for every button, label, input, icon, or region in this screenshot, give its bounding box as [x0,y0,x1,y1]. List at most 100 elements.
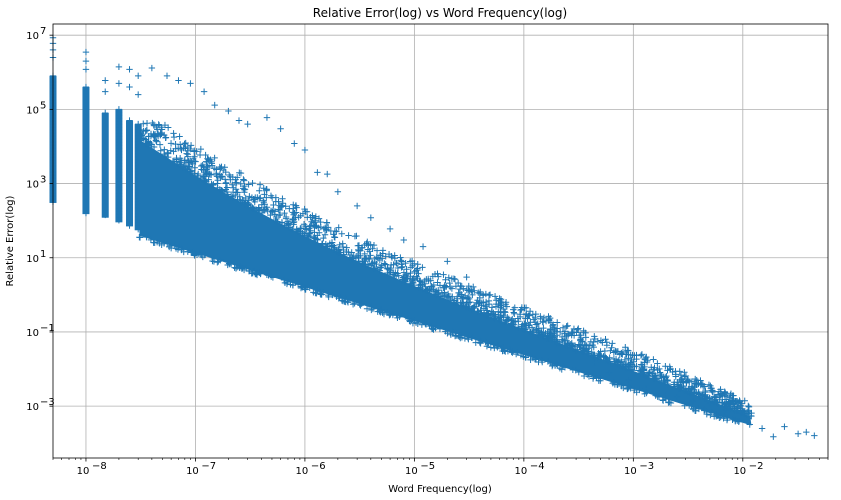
data-point [488,304,496,311]
data-point [432,290,439,298]
data-point [522,311,530,318]
data-point [600,353,607,360]
y-tick-label: 10 [26,31,39,42]
data-point [204,163,211,170]
data-point [745,402,752,410]
data-point [690,390,698,397]
data-point [625,355,632,362]
data-point [448,275,456,282]
data-point [191,147,198,154]
data-point [264,207,271,215]
data-point [320,234,327,242]
data-point [335,246,342,253]
data-point [442,276,449,283]
data-point [578,338,586,346]
data-point [408,277,416,284]
data-point [463,303,471,310]
data-point [226,260,234,268]
data-point [402,271,409,279]
data-point [691,407,699,414]
data-point [228,260,235,267]
data-point [594,338,602,345]
data-point [501,308,508,315]
data-point [209,181,217,189]
data-point [150,121,158,128]
data-point [414,266,421,274]
data-point [115,63,123,71]
data-point [521,320,528,328]
data-point [485,297,493,305]
data-point [277,203,285,211]
data-point [564,322,571,329]
data-point [436,282,444,289]
data-point [689,397,697,404]
data-point [400,236,407,244]
data-point [688,384,696,392]
data-point [389,311,397,319]
data-point [470,303,478,311]
data-point [330,242,337,249]
data-point [396,313,403,321]
data-point [185,158,192,165]
data-point [597,337,605,344]
data-point [208,162,216,169]
data-point [418,321,426,328]
data-point [490,341,497,348]
data-point [339,240,346,247]
data-point [191,170,198,177]
data-point [743,411,751,418]
data-point [407,280,415,287]
data-point [285,220,293,227]
data-point [194,170,202,178]
y-axis-label: Relative Error(log) [5,195,16,286]
data-point [520,353,527,360]
data-point [770,433,777,440]
data-point [479,291,487,298]
data-point [625,377,632,384]
data-point [721,389,729,396]
data-point [430,326,437,333]
data-point [624,385,631,392]
data-point [491,293,499,300]
data-point [568,329,575,337]
data-point [237,180,244,188]
data-point [200,172,208,180]
data-point [331,233,338,241]
data-point [582,348,589,356]
data-point [248,194,256,201]
data-point [291,210,298,217]
data-point [418,281,426,289]
data-point [158,124,165,131]
data-point [388,254,396,261]
data-point [126,83,133,91]
data-point [161,131,168,139]
data-point [746,421,753,428]
data-point [721,401,728,409]
data-point [590,352,598,360]
data-point [164,124,172,131]
data-point [602,336,609,343]
data-point [135,127,142,134]
data-point [157,147,164,154]
data-point [102,77,109,84]
data-point [457,299,464,307]
data-point [178,146,185,154]
data-point [428,283,436,291]
data-point [327,227,335,235]
data-point [154,126,161,133]
data-point [261,191,268,198]
data-point [605,358,612,365]
data-point [698,391,706,398]
data-point [222,179,230,186]
data-point [526,328,534,335]
data-point [521,304,528,312]
data-point [236,193,243,200]
data-point [444,258,451,265]
data-point [371,265,379,272]
x-tick-exponent: −8 [92,461,107,472]
data-point [156,240,163,247]
data-point [126,66,133,73]
data-point [205,176,212,183]
data-point [491,314,498,321]
data-point [393,260,401,267]
